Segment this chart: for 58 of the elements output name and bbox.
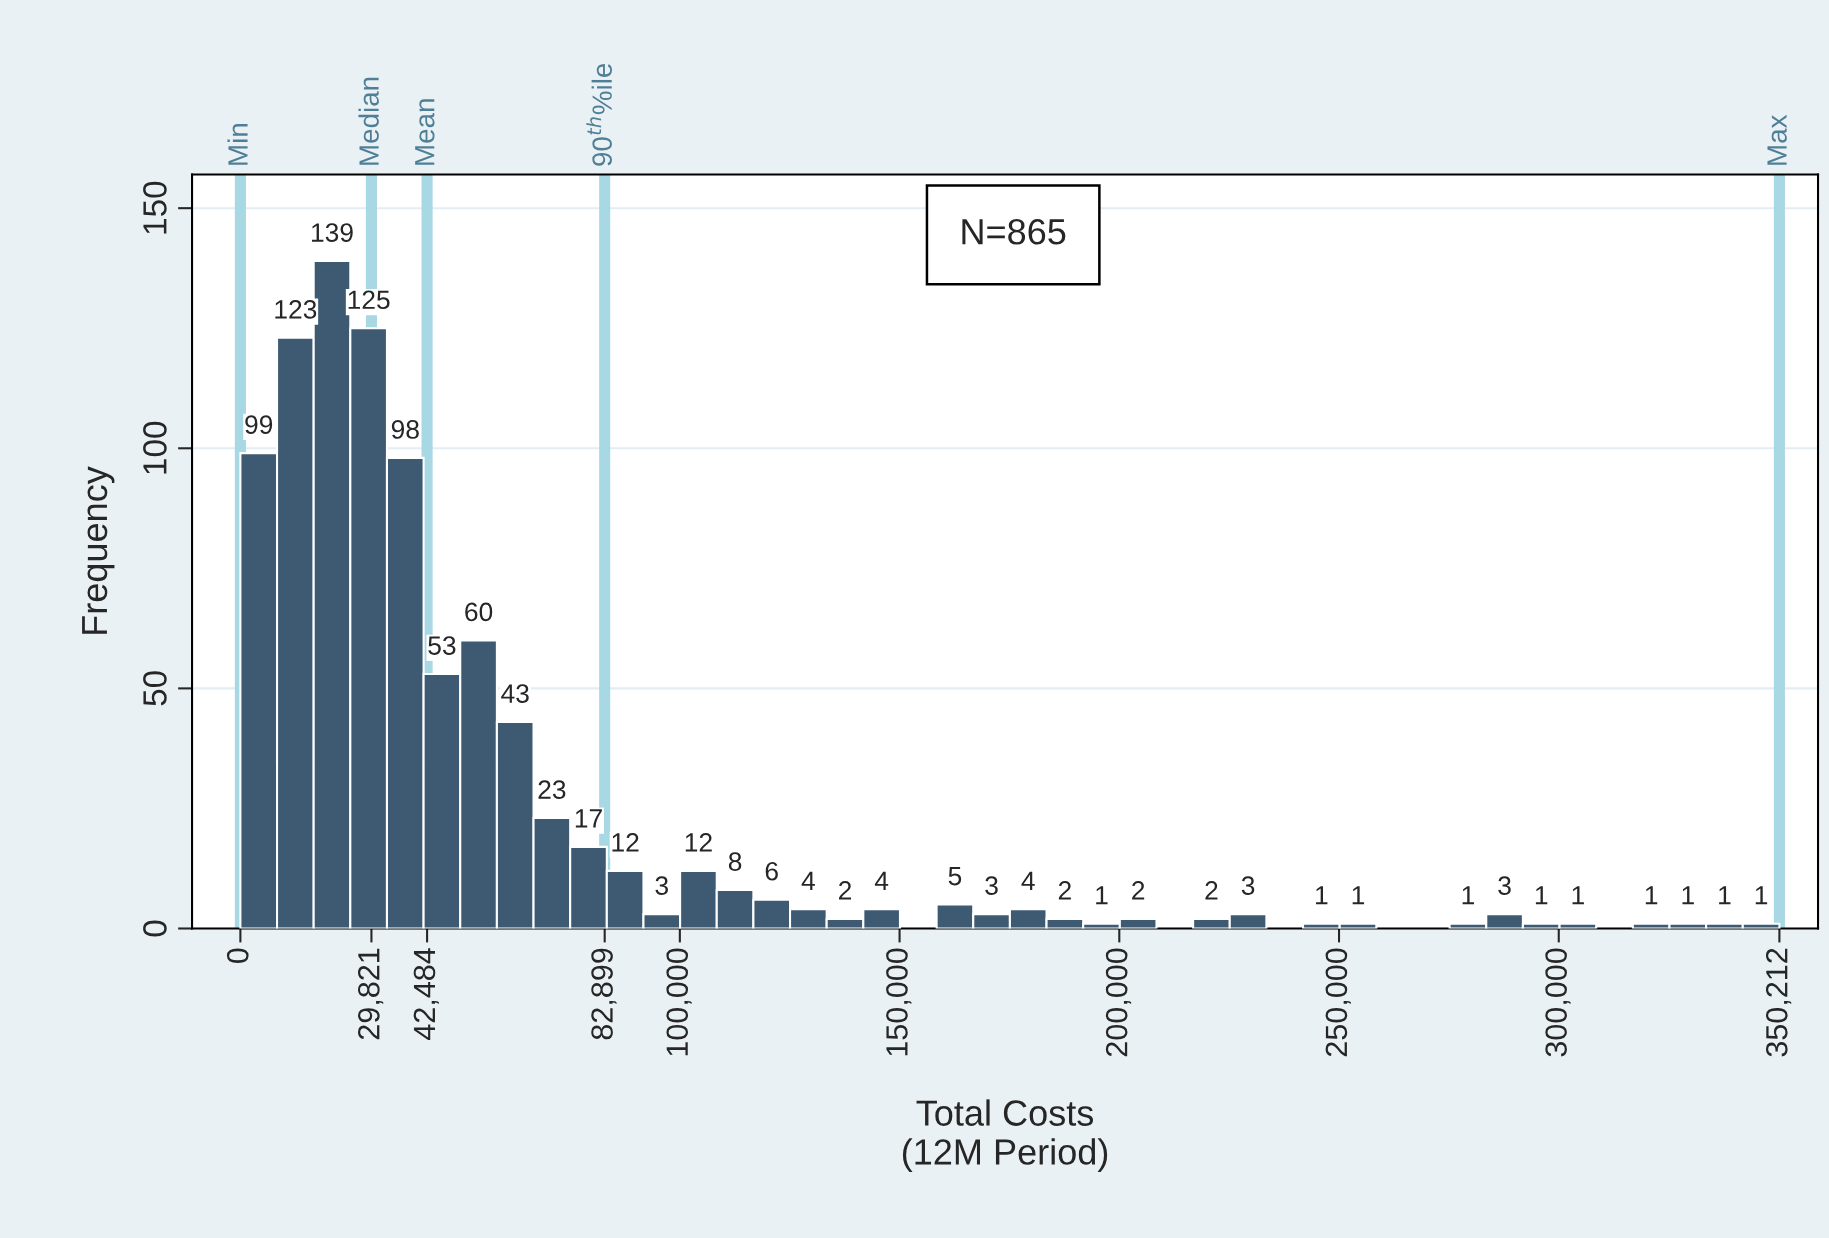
data-label: 1 bbox=[1462, 886, 1474, 905]
data-label: 1 bbox=[1682, 886, 1694, 905]
data-label: 1 bbox=[1645, 886, 1658, 905]
data-label: 2 bbox=[1058, 881, 1071, 900]
x-tick-label: 200,000 bbox=[1105, 948, 1132, 1057]
y-tick-label: 50 bbox=[143, 671, 167, 706]
data-label: 125 bbox=[348, 290, 390, 310]
x-tick-label: 29,821 bbox=[358, 948, 384, 1040]
x-tick-label: 150,000 bbox=[886, 948, 912, 1056]
data-label: 60 bbox=[465, 602, 493, 622]
y-axis-title: Frequency bbox=[82, 466, 115, 634]
data-label: 1 bbox=[1535, 886, 1548, 905]
ref-line-label: Max bbox=[1767, 114, 1787, 165]
x-tick-label: 250,000 bbox=[1325, 948, 1351, 1057]
data-label: 1 bbox=[1755, 886, 1768, 905]
data-label: 6 bbox=[765, 861, 778, 881]
data-label: 4 bbox=[1021, 871, 1035, 890]
data-label: 12 bbox=[612, 833, 639, 852]
data-label: 3 bbox=[1498, 876, 1511, 895]
ref-line-label: 90$^{th}$%ile bbox=[586, 63, 612, 166]
data-label: 123 bbox=[275, 300, 317, 319]
data-label: 17 bbox=[575, 809, 602, 828]
data-label: 3 bbox=[655, 876, 668, 895]
data-label: 4 bbox=[801, 871, 815, 890]
x-tick-label: 300,000 bbox=[1545, 948, 1571, 1057]
x-tick-label: 42,484 bbox=[413, 948, 439, 1040]
x-tick-label: 82,899 bbox=[591, 948, 617, 1040]
x-tick-label: 350,212 bbox=[1765, 948, 1792, 1057]
data-label: 1 bbox=[1316, 886, 1328, 905]
x-tick-label: 0 bbox=[226, 948, 249, 964]
data-label: 2 bbox=[1205, 881, 1218, 900]
data-label: 3 bbox=[1241, 876, 1255, 895]
ref-line-label: Mean bbox=[415, 99, 435, 165]
data-label: 2 bbox=[1132, 881, 1145, 900]
data-label: 2 bbox=[838, 881, 852, 900]
data-label: 1 bbox=[1352, 886, 1365, 905]
data-label: 98 bbox=[391, 420, 419, 439]
ref-line-label: Min bbox=[227, 124, 248, 165]
data-label: 1 bbox=[1096, 886, 1108, 905]
data-label: 8 bbox=[728, 852, 742, 871]
data-label: 12 bbox=[685, 833, 712, 852]
data-label: 5 bbox=[948, 866, 962, 886]
data-label: 43 bbox=[501, 684, 529, 703]
data-label: 1 bbox=[1719, 886, 1731, 905]
data-label: 139 bbox=[311, 223, 353, 242]
data-label: 1 bbox=[1572, 886, 1584, 905]
data-label: 4 bbox=[874, 871, 889, 890]
x-axis-title: Total Costs (12M Period) bbox=[902, 1099, 1108, 1172]
y-tick-label: 150 bbox=[143, 181, 167, 234]
data-label: 53 bbox=[428, 636, 456, 655]
data-label: 23 bbox=[538, 780, 566, 799]
data-label: 99 bbox=[245, 415, 273, 434]
ref-line-label: Median bbox=[358, 77, 379, 165]
annotation: N=865 bbox=[962, 219, 1066, 245]
x-tick-label: 100,000 bbox=[666, 948, 692, 1056]
y-tick-label: 0 bbox=[143, 920, 167, 937]
data-label: 3 bbox=[985, 876, 998, 895]
y-tick-label: 100 bbox=[143, 421, 167, 474]
